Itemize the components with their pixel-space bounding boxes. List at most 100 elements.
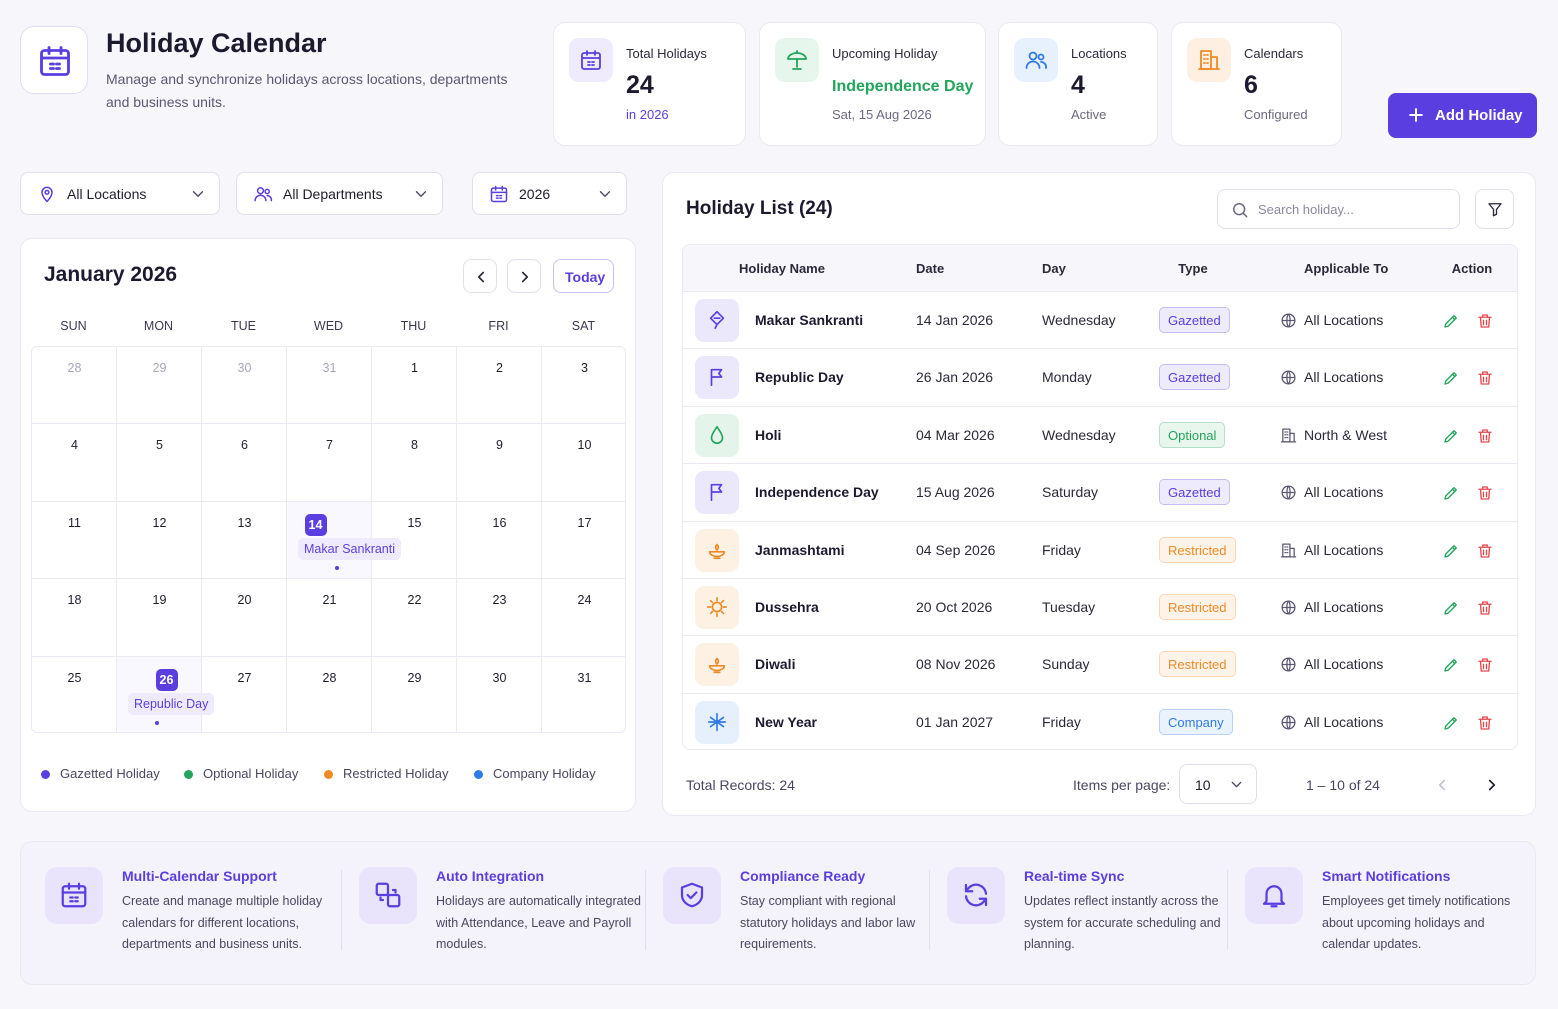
holiday-icon-glyph xyxy=(706,481,728,503)
calendar-day-cell[interactable]: 17 xyxy=(542,502,625,580)
edit-button[interactable] xyxy=(1440,310,1462,332)
delete-button[interactable] xyxy=(1474,425,1496,447)
edit-button[interactable] xyxy=(1440,367,1462,389)
calendar-day-cell[interactable]: 29 xyxy=(117,347,202,425)
calendar-day-cell[interactable]: 30 xyxy=(457,656,542,732)
filter-button[interactable] xyxy=(1475,189,1514,229)
calendar-day-cell[interactable]: 4 xyxy=(32,424,117,502)
calendar-day-cell[interactable]: 28 xyxy=(287,656,372,732)
edit-button[interactable] xyxy=(1440,540,1462,562)
day-number: 23 xyxy=(492,593,507,608)
calendar-day-cell[interactable]: 28 xyxy=(32,347,117,425)
calendar-day-cell[interactable]: 23 xyxy=(457,579,542,657)
day-number: 6 xyxy=(241,438,248,453)
type-chip: Company xyxy=(1159,708,1233,735)
applicable-to: All Locations xyxy=(1304,541,1384,558)
calendar-day-cell[interactable]: 14 Makar Sankranti xyxy=(287,501,402,580)
delete-button[interactable] xyxy=(1474,310,1496,332)
search-input[interactable]: Search holiday... xyxy=(1217,189,1460,229)
calendar-day-cell[interactable]: 9 xyxy=(457,424,542,502)
icon-svg xyxy=(1478,314,1492,328)
day-number: 8 xyxy=(411,438,418,453)
icon-rect xyxy=(581,52,601,70)
feature-divider xyxy=(929,870,930,950)
calendar-day-cell[interactable]: 15 xyxy=(372,501,457,580)
type-chip: Restricted xyxy=(1159,651,1236,678)
icon-path xyxy=(1451,546,1456,550)
edit-button[interactable] xyxy=(1440,654,1462,676)
calendar-day-cell[interactable]: 18 xyxy=(32,579,117,657)
calendar-day-cell[interactable]: 5 xyxy=(117,424,202,502)
calendar-day-cell[interactable]: 20 xyxy=(202,579,287,657)
calendar-day-cell[interactable]: 21 xyxy=(287,579,372,657)
icon-circle xyxy=(1233,203,1246,216)
calendar-day-cell[interactable]: 16 xyxy=(457,501,542,580)
add-holiday-button[interactable]: Add Holiday xyxy=(1388,93,1537,138)
delete-button[interactable] xyxy=(1474,654,1496,676)
calendar-day-cell[interactable]: 10 xyxy=(542,424,625,502)
calendar-day-cell[interactable]: 1 xyxy=(372,347,457,425)
icon-path xyxy=(1409,108,1423,122)
type-chip: Restricted xyxy=(1159,536,1236,563)
event-chip: Makar Sankranti xyxy=(298,537,402,560)
calendar-day-cell[interactable]: 27 xyxy=(202,656,287,732)
calendar-day-cell[interactable]: 6 xyxy=(202,424,287,502)
holiday-table: Holiday Name Date Day Type Applicable To Acti… xyxy=(682,244,1518,750)
delete-button[interactable] xyxy=(1474,597,1496,619)
calendar-day-cell[interactable]: 13 xyxy=(202,501,287,580)
edit-icon xyxy=(1442,714,1460,732)
calendar-day-cell[interactable]: 29 xyxy=(372,656,457,732)
calendar-day-cell[interactable]: 22 xyxy=(372,579,457,657)
stat-value: 24 xyxy=(626,71,654,99)
icon-path xyxy=(680,882,704,908)
delete-button[interactable] xyxy=(1474,712,1496,734)
next-month-button[interactable] xyxy=(507,259,541,293)
calendar-day-cell[interactable]: 25 xyxy=(32,656,117,732)
next-page-button[interactable] xyxy=(1481,774,1503,796)
calendar-day-cell[interactable]: 26 Republic Day xyxy=(117,656,215,732)
icon-path xyxy=(40,46,70,60)
calendar-day-cell[interactable]: 2 xyxy=(457,347,542,425)
edit-icon xyxy=(1442,369,1460,387)
calendar-day-cell[interactable]: 12 xyxy=(117,501,202,580)
day-number: 30 xyxy=(237,361,252,375)
calendar-day-cell[interactable]: 24 xyxy=(542,579,625,657)
type-label: Company xyxy=(1168,714,1224,730)
calendar-day-cell[interactable]: 31 xyxy=(542,657,625,732)
prev-month-button[interactable] xyxy=(463,259,497,293)
column-header: Action xyxy=(1451,261,1493,276)
calendar-day-cell[interactable]: 8 xyxy=(372,424,457,502)
items-per-page-select[interactable]: 10 xyxy=(1179,764,1257,804)
edit-icon xyxy=(1442,656,1460,674)
edit-button[interactable] xyxy=(1440,712,1462,734)
icon-path xyxy=(587,61,595,66)
filter-dropdown[interactable]: All Departments xyxy=(236,172,443,215)
filter-dropdown[interactable]: All Locations xyxy=(20,172,220,215)
stat-value: 6 xyxy=(1244,71,1258,99)
filter-dropdown[interactable]: 2026 xyxy=(472,172,627,215)
today-button[interactable]: Today xyxy=(553,259,614,293)
calendar-day-cell[interactable]: 30 xyxy=(202,347,287,425)
calendar-day-cell[interactable]: 7 xyxy=(287,424,372,502)
icon-rect xyxy=(375,882,390,897)
holiday-name: Republic Day xyxy=(755,369,844,386)
delete-button[interactable] xyxy=(1474,540,1496,562)
day-number: 28 xyxy=(322,670,337,685)
calendar-day-cell[interactable]: 3 xyxy=(542,347,625,425)
calendar-day-cell[interactable]: 11 xyxy=(32,501,117,580)
delete-button[interactable] xyxy=(1474,482,1496,504)
icon-path xyxy=(713,317,721,330)
type-label: Gazetted xyxy=(1168,313,1221,328)
calendar-day-cell[interactable]: 19 xyxy=(117,579,202,657)
calendar-day-cell[interactable]: 31 xyxy=(287,347,372,425)
holiday-row: Makar Sankranti 14 Jan 2026 Wednesday Gazet… xyxy=(683,292,1517,350)
edit-button[interactable] xyxy=(1440,425,1462,447)
edit-button[interactable] xyxy=(1440,482,1462,504)
edit-icon xyxy=(1442,427,1460,445)
feature-divider xyxy=(645,870,646,950)
prev-page-button[interactable] xyxy=(1431,774,1453,796)
delete-button[interactable] xyxy=(1474,367,1496,389)
edit-button[interactable] xyxy=(1440,597,1462,619)
icon-path xyxy=(714,658,720,666)
icon-svg xyxy=(1444,487,1457,500)
